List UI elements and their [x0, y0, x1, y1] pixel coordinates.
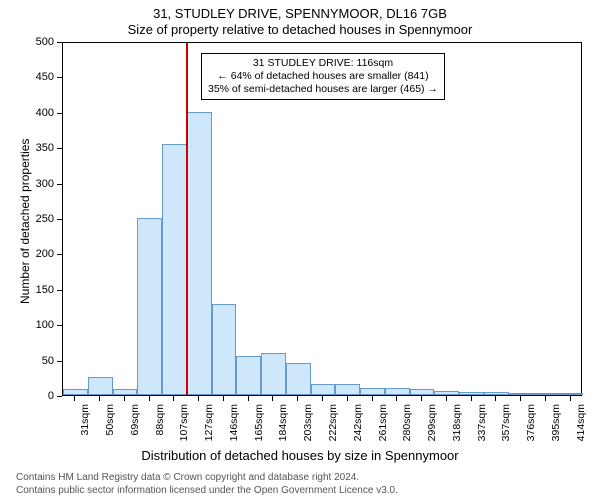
ytick-mark: [57, 254, 62, 255]
ytick-label: 150: [30, 284, 54, 296]
xtick-label: 261sqm: [377, 404, 389, 454]
xtick-label: 88sqm: [154, 404, 166, 454]
histogram-bar: [63, 389, 88, 395]
xtick-label: 184sqm: [277, 404, 289, 454]
xtick-mark: [446, 396, 447, 401]
xtick-mark: [372, 396, 373, 401]
xtick-mark: [223, 396, 224, 401]
xtick-mark: [471, 396, 472, 401]
ytick-label: 0: [30, 390, 54, 402]
xtick-mark: [322, 396, 323, 401]
reference-line: [186, 43, 188, 395]
ytick-mark: [57, 396, 62, 397]
ytick-label: 400: [30, 107, 54, 119]
histogram-bar: [533, 393, 558, 395]
xtick-label: 165sqm: [253, 404, 265, 454]
xtick-label: 107sqm: [178, 404, 190, 454]
histogram-bar: [335, 384, 360, 395]
xtick-label: 299sqm: [426, 404, 438, 454]
histogram-bar: [509, 393, 534, 395]
xtick-label: 318sqm: [451, 404, 463, 454]
xtick-label: 376sqm: [525, 404, 537, 454]
xtick-label: 357sqm: [500, 404, 512, 454]
annotation-box: 31 STUDLEY DRIVE: 116sqm← 64% of detache…: [201, 53, 445, 100]
histogram-bar: [88, 377, 113, 395]
ytick-label: 500: [30, 36, 54, 48]
xtick-mark: [173, 396, 174, 401]
xtick-mark: [396, 396, 397, 401]
xtick-mark: [99, 396, 100, 401]
histogram-bar: [162, 144, 187, 395]
chart-title-subtitle: Size of property relative to detached ho…: [0, 22, 600, 37]
xtick-mark: [347, 396, 348, 401]
histogram-bar: [360, 388, 385, 395]
xtick-mark: [570, 396, 571, 401]
ytick-mark: [57, 325, 62, 326]
ytick-mark: [57, 290, 62, 291]
figure-root: 31, STUDLEY DRIVE, SPENNYMOOR, DL16 7GB …: [0, 0, 600, 500]
histogram-bar: [459, 392, 484, 395]
xtick-label: 395sqm: [550, 404, 562, 454]
xtick-label: 203sqm: [302, 404, 314, 454]
histogram-bar: [137, 218, 162, 395]
annotation-line: ← 64% of detached houses are smaller (84…: [208, 70, 438, 83]
xtick-mark: [124, 396, 125, 401]
xtick-label: 242sqm: [352, 404, 364, 454]
histogram-bar: [113, 389, 138, 395]
ytick-label: 450: [30, 71, 54, 83]
histogram-bar: [484, 392, 509, 395]
xtick-label: 69sqm: [129, 404, 141, 454]
xtick-label: 414sqm: [575, 404, 587, 454]
ytick-mark: [57, 77, 62, 78]
xtick-label: 337sqm: [476, 404, 488, 454]
histogram-bar: [187, 112, 212, 395]
xtick-mark: [248, 396, 249, 401]
histogram-bar: [311, 384, 336, 395]
xtick-mark: [545, 396, 546, 401]
histogram-bar: [434, 391, 459, 395]
xtick-mark: [149, 396, 150, 401]
xtick-label: 146sqm: [228, 404, 240, 454]
annotation-line: 35% of semi-detached houses are larger (…: [208, 83, 438, 96]
ytick-label: 250: [30, 213, 54, 225]
xtick-mark: [520, 396, 521, 401]
ytick-mark: [57, 148, 62, 149]
histogram-bar: [261, 353, 286, 395]
annotation-line: 31 STUDLEY DRIVE: 116sqm: [208, 57, 438, 70]
ytick-label: 350: [30, 142, 54, 154]
ytick-mark: [57, 42, 62, 43]
ytick-mark: [57, 361, 62, 362]
histogram-bar: [212, 304, 237, 395]
xtick-label: 127sqm: [203, 404, 215, 454]
histogram-bar: [236, 356, 261, 395]
xtick-label: 50sqm: [104, 404, 116, 454]
ytick-label: 100: [30, 319, 54, 331]
xtick-mark: [272, 396, 273, 401]
histogram-bar: [286, 363, 311, 395]
xtick-label: 31sqm: [79, 404, 91, 454]
ytick-label: 50: [30, 355, 54, 367]
xtick-mark: [198, 396, 199, 401]
ytick-mark: [57, 219, 62, 220]
xtick-label: 222sqm: [327, 404, 339, 454]
plot-area: 31 STUDLEY DRIVE: 116sqm← 64% of detache…: [62, 42, 582, 396]
footer-line-1: Contains HM Land Registry data © Crown c…: [16, 472, 359, 483]
xtick-label: 280sqm: [401, 404, 413, 454]
xtick-mark: [297, 396, 298, 401]
xtick-mark: [421, 396, 422, 401]
histogram-bar: [558, 393, 583, 395]
footer-line-2: Contains public sector information licen…: [16, 485, 398, 496]
ytick-mark: [57, 184, 62, 185]
histogram-bar: [410, 389, 435, 395]
ytick-label: 200: [30, 248, 54, 260]
xtick-mark: [495, 396, 496, 401]
ytick-mark: [57, 113, 62, 114]
ytick-label: 300: [30, 178, 54, 190]
xtick-mark: [74, 396, 75, 401]
histogram-bar: [385, 388, 410, 395]
chart-title-address: 31, STUDLEY DRIVE, SPENNYMOOR, DL16 7GB: [0, 6, 600, 21]
